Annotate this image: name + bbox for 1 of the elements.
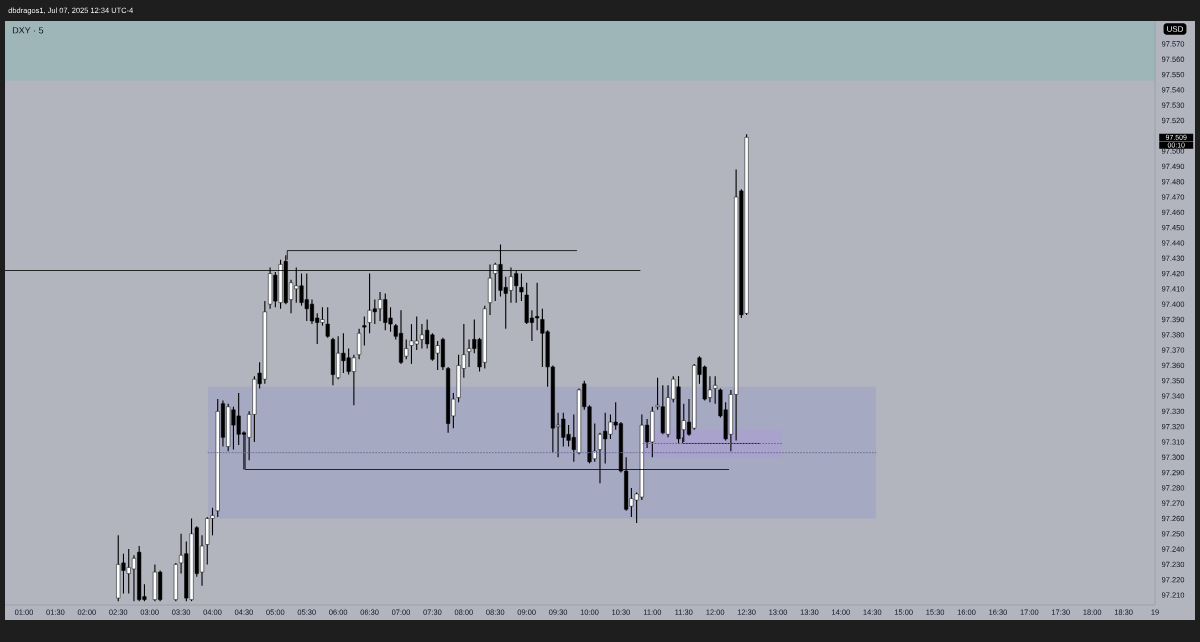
text: DXY · 5 [12, 27, 44, 34]
